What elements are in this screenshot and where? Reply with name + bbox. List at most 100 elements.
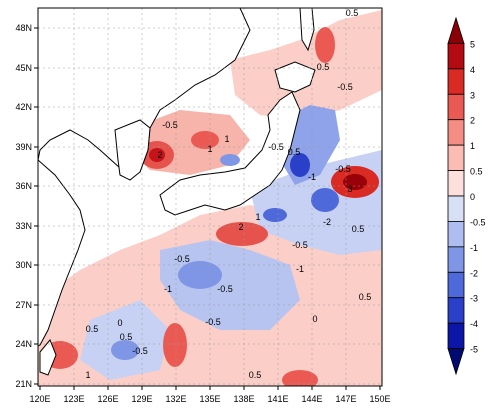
core-negative-2 [290,153,310,177]
contour-label: -0.5 [132,346,148,356]
contour-label: 1 [255,212,260,222]
contour-label: -0.5 [217,284,233,294]
colorbar-segment [447,271,465,299]
colorbar-label: 5 [470,39,475,49]
colorbar-segment [447,119,465,146]
land-hokkaido [274,61,316,93]
lon-tick-label: 129E [131,394,152,404]
colorbar-label: -2 [470,268,478,278]
core-negative-5 [111,340,139,360]
contour-label: 0.5 [352,224,365,234]
contour-label: 2 [157,150,162,160]
lat-tick-label: 27N [15,300,32,310]
colorbar-bottom-arrow [447,348,465,376]
lon-tick-label: 150E [369,394,390,404]
lat-tick-label: 21N [15,379,32,389]
lat-tick-label: 48N [15,23,32,33]
contour-label: 0.5 [288,147,301,157]
contour-label: -1 [296,264,304,274]
colorbar-segment [447,297,465,324]
contour-label: 0.5 [359,292,372,302]
lat-tick-label: 24N [15,339,32,349]
colorbar-segment [447,68,465,95]
colorbar-segment [447,221,465,248]
core-negative-4 [178,261,222,289]
contour-label: -0.5 [268,142,284,152]
colorbar-segment [447,144,465,171]
contour-label: -1 [164,284,172,294]
colorbar-top-arrow [447,16,465,44]
lon-tick-label: 138E [233,394,254,404]
colorbar-label: 0 [470,192,475,202]
colorbar-segment [447,246,465,273]
core-negative-1 [311,188,339,212]
lon-tick-label: 120E [29,394,50,404]
contour-labels: 0.5 0.5 -0.5 -0.5 1 2 1 -0.5 0.5 -1 -0.5 3 1 2 -2 -0.5 0… [85,8,371,380]
contour-label: 0 [117,318,122,328]
contour-label: 1 [224,134,229,144]
land-china-coast [38,159,86,347]
latitude-axis: 48N 45N 42N 39N 36N 33N 30N 27N 24N 21N [15,23,38,389]
core-positive-2 [216,222,268,246]
colorbar-segment [447,195,465,222]
gridlines [38,8,382,386]
colorbar-label: 3 [470,90,475,100]
contour-label: -0.5 [292,240,308,250]
contour-label: -1 [308,172,316,182]
contour-label: 0 [312,314,317,324]
north-positive [230,10,382,120]
contour-label: -0.5 [174,254,190,264]
colorbar: 5 4 3 2 1 0.5 0 -0.5 -1 -2 -3 -4 -5 [447,16,486,376]
contour-label: -0.5 [335,164,351,174]
core-negative-3 [263,208,287,222]
contour-label: 0.5 [86,324,99,334]
colorbar-segment [447,170,465,197]
colorbar-label: 4 [470,65,475,75]
lat-tick-label: 39N [15,142,32,152]
lon-tick-label: 126E [97,394,118,404]
lat-tick-label: 33N [15,221,32,231]
core-positive-1b [149,148,165,162]
colorbar-label: 0.5 [470,167,483,177]
colorbar-segment [447,43,465,70]
core-positive-5 [315,27,335,63]
contour-label: -2 [323,217,331,227]
land-japan [159,91,301,216]
contour-label: 0.5 [120,332,133,342]
core-positive-4 [191,131,219,149]
lon-tick-label: 123E [63,394,84,404]
lat-tick-label: 42N [15,102,32,112]
contour-label: 2 [238,222,243,232]
colorbar-label: -4 [470,319,478,329]
lon-tick-label: 135E [199,394,220,404]
colorbar-label: -1 [470,243,478,253]
contour-label: -0.5 [337,82,353,92]
longitude-axis: 120E 123E 126E 129E 132E 135E 138E 141E 144E 147E… [29,386,391,404]
colorbar-label: -3 [470,294,478,304]
colorbar-label: -0.5 [470,217,486,227]
contour-label: -0.5 [162,120,178,130]
contour-label: 1 [207,144,212,154]
land-korea [114,119,151,181]
anomaly-field [38,8,382,386]
lon-tick-label: 132E [165,394,186,404]
colorbar-label: 1 [470,141,475,151]
land-sakhalin [299,8,315,52]
lat-tick-label: 30N [15,260,32,270]
lat-tick-label: 45N [15,63,32,73]
contour-label: 0.5 [249,370,262,380]
core-positive-6 [282,370,318,386]
contour-label: 3 [347,184,352,194]
lon-tick-label: 144E [301,394,322,404]
contour-label: 0.5 [346,8,359,18]
contour-label: 1 [85,370,90,380]
lon-tick-label: 141E [267,394,288,404]
core-positive-8 [163,323,187,367]
contour-label: 0.5 [317,62,330,72]
colorbar-label: 2 [470,116,475,126]
lat-tick-label: 36N [15,181,32,191]
core-negative-6 [220,154,240,166]
contour-label: -0.5 [205,317,221,327]
land-taiwan [39,339,57,376]
